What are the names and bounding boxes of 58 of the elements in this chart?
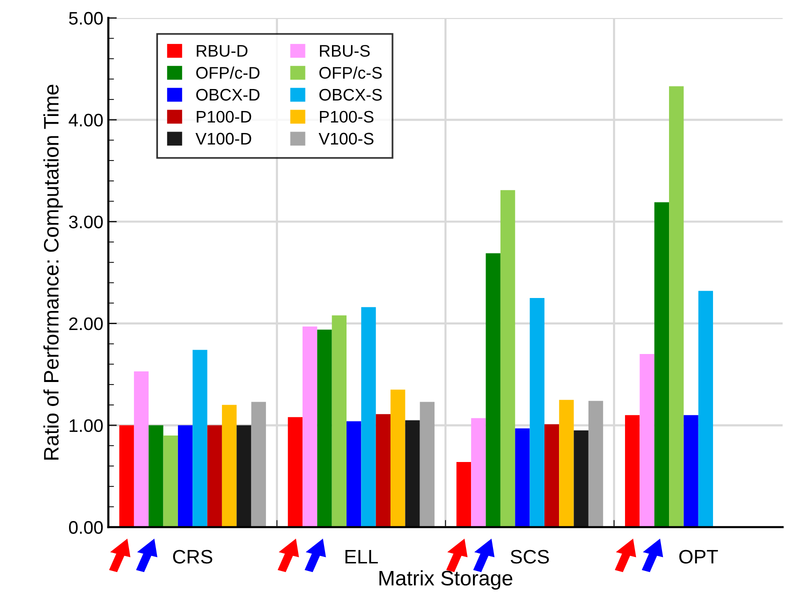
bar: [134, 371, 149, 528]
bar: [588, 400, 604, 528]
bar: [420, 402, 435, 528]
bar: [178, 425, 193, 528]
bar: [640, 354, 654, 528]
bar: [456, 462, 472, 528]
bar: [317, 330, 332, 528]
bar: [119, 425, 134, 528]
legend-label: OFP/c-D: [196, 66, 260, 79]
legend-label: RBU-D: [196, 45, 248, 57]
legend-label: OBCX-D: [196, 88, 260, 101]
y-axis-title: Ratio of Performance: Computation Time: [43, 84, 63, 460]
bar: [390, 390, 406, 528]
bar: [405, 420, 420, 528]
bar: [698, 290, 714, 528]
bar: [544, 424, 560, 528]
bar: [288, 417, 303, 528]
y-tick-label: 0.00: [69, 521, 103, 534]
bar: [486, 253, 500, 528]
y-tick-label: 1.00: [70, 419, 103, 432]
legend-label: P100-S: [320, 110, 374, 123]
legend-label: OBCX-S: [319, 88, 382, 101]
bar: [251, 402, 266, 528]
bar: [192, 350, 208, 528]
bar: [559, 400, 574, 528]
bar: [471, 418, 486, 528]
legend-label: RBU-S: [320, 44, 370, 57]
bar: [302, 326, 318, 528]
bar: [500, 190, 516, 528]
bar: [574, 430, 588, 528]
bar: [376, 414, 391, 528]
y-tick-label: 2.00: [69, 317, 103, 330]
bar: [346, 421, 362, 528]
y-tick-label: 3.00: [69, 216, 103, 228]
y-tick-label: 4.00: [68, 114, 103, 127]
bar: [222, 404, 237, 528]
legend-label: V100-D: [196, 132, 252, 145]
bar: [684, 415, 698, 528]
bar: [654, 202, 670, 528]
bar: [361, 307, 376, 528]
x-axis-title: Matrix Storage: [379, 570, 512, 590]
bar: [515, 428, 530, 528]
bar: [530, 298, 544, 528]
x-tick-label: ELL: [345, 550, 378, 564]
bar: [163, 435, 178, 528]
bar: [207, 425, 222, 528]
legend-label: P100-D: [196, 110, 252, 123]
bar: [669, 86, 684, 528]
bar: [148, 425, 164, 528]
legend-label: V100-S: [318, 132, 374, 145]
x-tick-label: SCS: [510, 550, 549, 564]
x-tick-label: CRS: [173, 550, 212, 564]
y-tick-label: 5.00: [69, 12, 103, 25]
bar: [236, 425, 252, 528]
x-tick-label: OPT: [679, 550, 718, 564]
bar: [332, 315, 347, 528]
legend-label: OFP/c-S: [319, 66, 382, 79]
bar: [625, 415, 640, 528]
